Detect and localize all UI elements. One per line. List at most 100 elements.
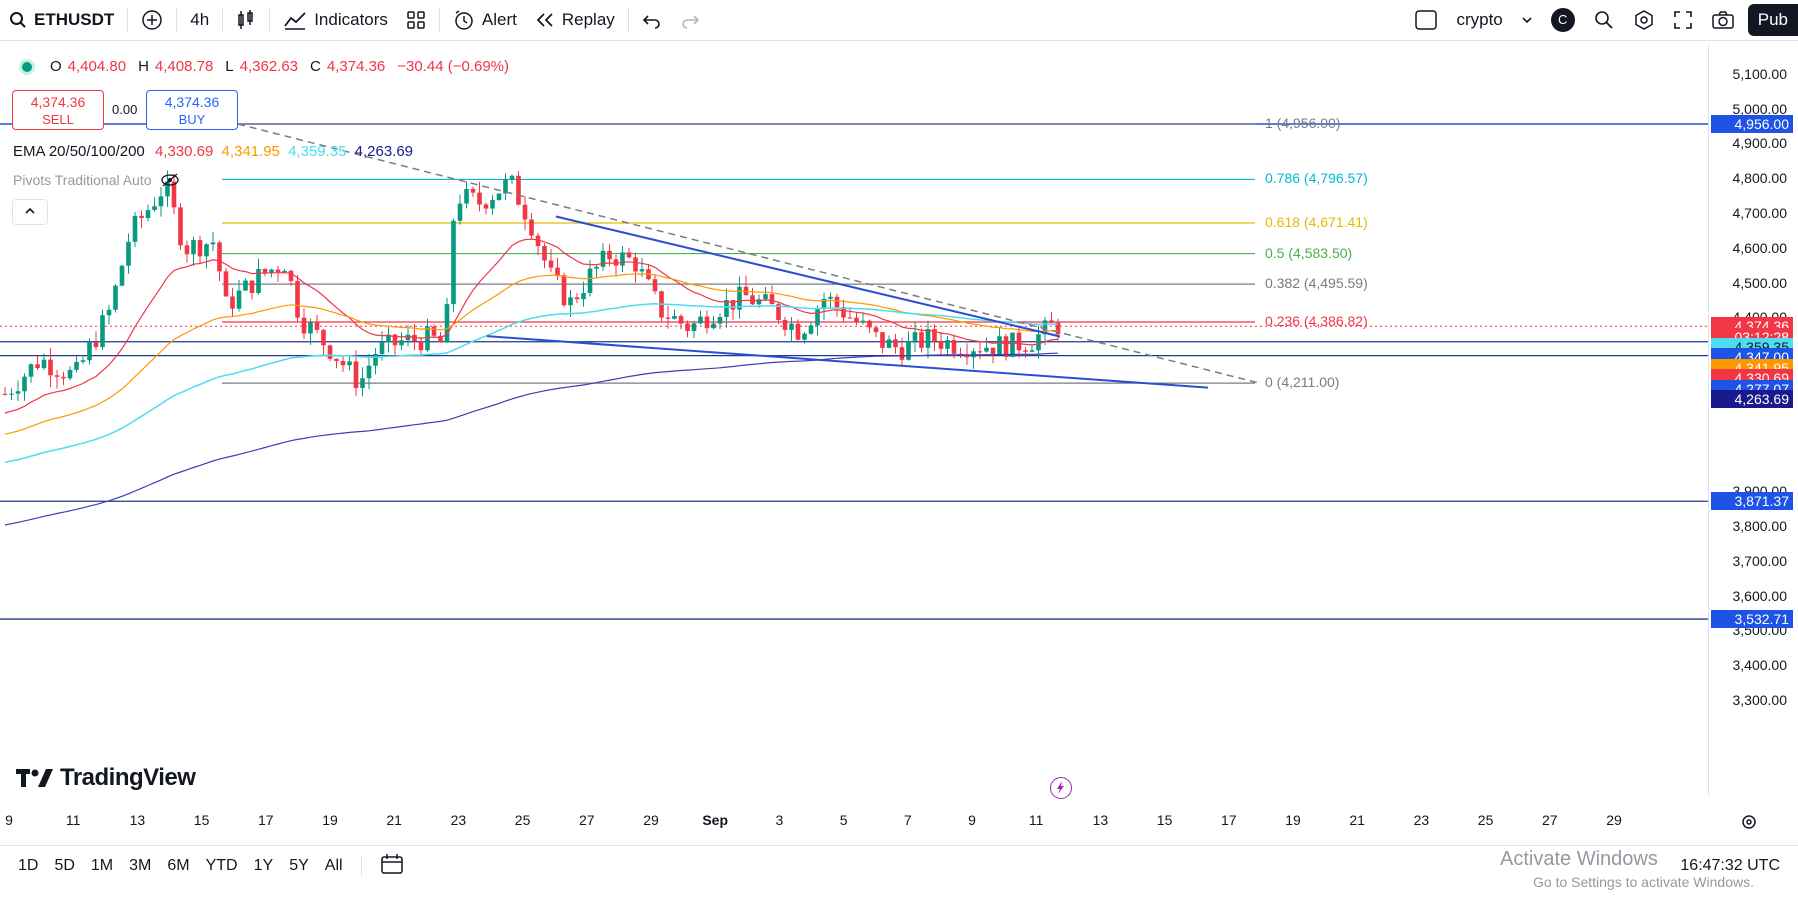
interval-label: 4h <box>190 10 210 29</box>
candle-body <box>67 369 73 379</box>
collapse-legend-button[interactable] <box>12 199 48 225</box>
candle-body <box>685 323 690 332</box>
candle-body <box>15 391 21 394</box>
candle-body <box>867 320 872 328</box>
close-value: 4,374.36 <box>326 58 386 75</box>
axis-settings-icon[interactable] <box>1740 813 1758 831</box>
os-watermark-title: Activate Windows <box>1500 848 1658 870</box>
alert-button[interactable]: Alert <box>444 0 526 40</box>
snapshot-button[interactable] <box>1702 0 1744 40</box>
chart-type-button[interactable] <box>227 0 265 40</box>
candle-body <box>821 298 827 310</box>
candle-body <box>80 360 86 362</box>
layout-dropdown[interactable] <box>1512 0 1542 40</box>
open-value: 4,404.80 <box>67 58 127 75</box>
candle-body <box>633 257 638 272</box>
candle-body <box>873 327 879 333</box>
price-chart[interactable] <box>0 44 1708 796</box>
range-button-1m[interactable]: 1M <box>90 857 114 874</box>
candle-body <box>35 364 40 369</box>
eye-hidden-icon[interactable] <box>160 172 180 188</box>
avatar-letter: C <box>1558 12 1568 27</box>
layout-name-button[interactable]: crypto <box>1447 0 1511 40</box>
pivots-legend-row[interactable]: Pivots Traditional Auto <box>13 172 180 188</box>
event-marker[interactable] <box>1050 777 1072 799</box>
sell-button[interactable]: 4,374.36 SELL <box>12 90 104 130</box>
candle-body <box>548 260 554 268</box>
replay-button[interactable]: Replay <box>526 0 624 40</box>
candle-body <box>87 342 92 361</box>
candle-body <box>171 181 177 208</box>
spread-value: 0.00 <box>112 102 138 117</box>
templates-button[interactable] <box>397 0 435 40</box>
ema-legend-row[interactable]: EMA 20/50/100/200 4,330.69 4,341.95 4,35… <box>13 143 413 160</box>
brand-name: TradingView <box>60 764 196 791</box>
candle-body <box>756 299 762 305</box>
candle-body <box>932 329 937 342</box>
candle-body <box>529 219 534 236</box>
dashed-trendline <box>237 123 1259 384</box>
change-value: −30.44 (−0.69%) <box>397 58 510 75</box>
candle-body <box>912 332 918 341</box>
price-axis[interactable]: 5,100.00 5,000.00 4,900.00 4,800.00 4,700.00… <box>1708 44 1798 796</box>
candle-body <box>587 268 593 293</box>
range-button-1d[interactable]: 1D <box>18 857 39 874</box>
candle-body <box>503 178 508 194</box>
square-icon <box>1415 10 1438 30</box>
layout-checkbox[interactable] <box>1405 0 1447 40</box>
time-axis[interactable]: 9 11 13 15 17 19 21 23 25 27 29 Sep 3 5 7 9 11 13 15 17 19 21… <box>0 800 1798 836</box>
range-button-5d[interactable]: 5D <box>54 857 75 874</box>
range-button-ytd[interactable]: YTD <box>205 857 238 874</box>
plus-circle-icon <box>142 10 163 30</box>
range-button-1y[interactable]: 1Y <box>253 857 274 874</box>
buy-button[interactable]: 4,374.36 BUY <box>146 90 238 130</box>
candle-body <box>769 294 775 305</box>
price-axis-label: 3,600.00 <box>1732 587 1788 604</box>
candle-body <box>74 361 79 370</box>
range-button-all[interactable]: All <box>324 857 343 874</box>
redo-button[interactable] <box>671 0 709 40</box>
quick-search-button[interactable] <box>1584 0 1624 40</box>
price-axis-label: 4,600.00 <box>1732 239 1788 256</box>
avatar: C <box>1550 8 1575 32</box>
candle-body <box>490 199 495 209</box>
candle-body <box>392 334 398 346</box>
undo-button[interactable] <box>633 0 671 40</box>
candle-body <box>1016 332 1022 351</box>
time-axis-label: 13 <box>1092 812 1109 828</box>
range-button-3m[interactable]: 3M <box>129 857 152 874</box>
clock-display[interactable]: 16:47:32 UTC <box>1680 857 1780 875</box>
candle-body <box>48 359 53 376</box>
candle-body <box>444 304 450 343</box>
candle-body <box>178 207 183 246</box>
candle-body <box>750 295 755 305</box>
goto-date-button[interactable] <box>372 853 412 880</box>
range-button-5y[interactable]: 5Y <box>289 857 309 874</box>
candle-body <box>1023 350 1028 352</box>
candle-body <box>360 378 365 389</box>
candle-body <box>262 268 268 274</box>
candle-body <box>535 235 541 247</box>
indicators-label: Indicators <box>314 10 388 29</box>
fullscreen-button[interactable] <box>1664 0 1702 40</box>
indicators-button[interactable]: Indicators <box>274 0 397 40</box>
candle-body <box>522 204 528 220</box>
publish-button[interactable]: Pub <box>1747 4 1798 36</box>
candle-body <box>288 270 294 281</box>
settings-button[interactable] <box>1624 0 1664 40</box>
range-button-6m[interactable]: 6M <box>167 857 190 874</box>
chart-pane[interactable]: 1 (4,956.00) 0.786 (4,796.57) 0.618 (4,671… <box>0 44 1708 796</box>
avatar-button[interactable]: C <box>1542 0 1584 40</box>
candles-icon <box>238 10 253 29</box>
symbol-search[interactable]: ETHUSDT <box>0 0 123 40</box>
candle-body <box>230 296 235 309</box>
candle-body <box>613 259 619 266</box>
candle-body <box>977 351 983 353</box>
candle-body <box>412 334 417 342</box>
time-axis-label: 25 <box>1477 812 1494 828</box>
candle-body <box>626 252 632 258</box>
compare-button[interactable] <box>132 0 172 40</box>
candle-body <box>1049 320 1054 323</box>
candle-body <box>379 342 385 355</box>
interval-selector[interactable]: 4h <box>181 0 218 40</box>
